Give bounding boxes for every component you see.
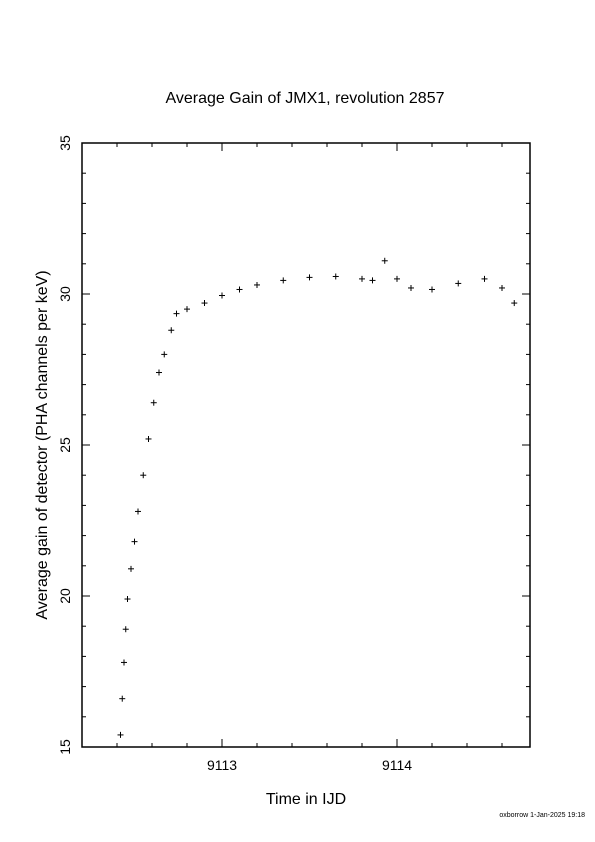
- data-point: [332, 273, 339, 280]
- x-tick-label: 9114: [382, 757, 412, 773]
- data-point: [359, 275, 365, 282]
- y-tick-label: 25: [57, 437, 73, 453]
- data-point: [280, 277, 287, 284]
- data-point: [119, 695, 126, 702]
- data-point: [429, 286, 435, 293]
- data-point: [254, 281, 260, 288]
- data-point: [455, 280, 462, 287]
- data-point: [117, 731, 124, 738]
- y-tick-label: 15: [57, 739, 73, 755]
- data-point: [121, 659, 127, 666]
- data-point: [145, 435, 152, 442]
- data-point: [394, 275, 400, 282]
- y-axis-ticks: [82, 142, 530, 748]
- x-axis-ticks: [81, 143, 503, 747]
- data-point: [156, 369, 162, 376]
- y-tick-label: 35: [57, 135, 73, 151]
- data-point: [128, 565, 134, 572]
- data-point: [168, 327, 175, 334]
- data-point: [236, 286, 243, 293]
- plot-frame: [81, 142, 531, 748]
- x-axis-label: Time in IJD: [266, 791, 346, 808]
- data-point: [499, 284, 505, 291]
- data-point: [131, 538, 138, 545]
- x-axis-tick-labels: 9113 9114: [207, 757, 412, 773]
- data-point: [219, 292, 225, 299]
- data-point: [173, 310, 180, 317]
- data-point: [135, 508, 141, 515]
- data-point: [122, 626, 129, 633]
- y-tick-label: 30: [57, 286, 73, 302]
- data-point: [306, 274, 313, 281]
- data-point: [161, 351, 168, 358]
- data-point: [150, 399, 157, 406]
- data-point: [408, 284, 414, 291]
- data-point: [184, 306, 190, 313]
- footer-stamp: oxborrow 1-Jan-2025 19:18: [499, 812, 585, 819]
- data-point: [201, 300, 208, 307]
- data-point: [381, 257, 388, 264]
- data-point: [481, 275, 488, 282]
- y-axis-tick-labels: 15 20 25 30 35: [57, 135, 73, 755]
- y-tick-label: 20: [57, 588, 73, 604]
- data-points: [117, 257, 518, 738]
- data-point: [369, 277, 376, 284]
- data-point: [140, 472, 147, 479]
- data-point: [511, 300, 518, 307]
- data-point: [124, 596, 131, 603]
- x-tick-label: 9113: [207, 757, 237, 773]
- chart-title: Average Gain of JMX1, revolution 2857: [166, 90, 445, 107]
- y-axis-label: Average gain of detector (PHA channels p…: [34, 270, 51, 619]
